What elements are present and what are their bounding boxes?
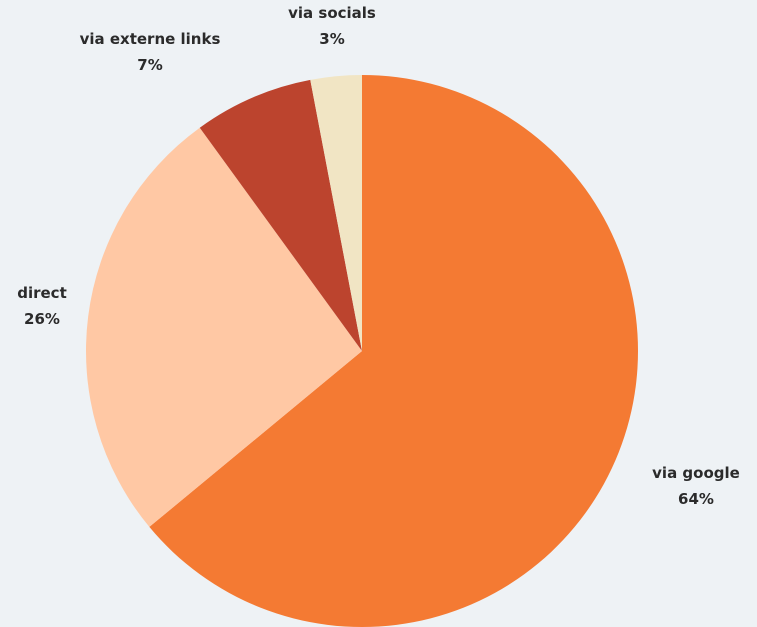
slice-label-via-externe-links: via externe links bbox=[80, 30, 221, 48]
slice-value-direct: 26% bbox=[24, 310, 60, 328]
pie-slice-via-google bbox=[149, 75, 639, 627]
slice-value-via-externe-links: 7% bbox=[137, 56, 162, 74]
slice-value-via-google: 64% bbox=[678, 490, 714, 508]
slice-value-via-socials: 3% bbox=[319, 30, 344, 48]
slice-label-via-google: via google bbox=[652, 464, 740, 482]
pie-slice-via-externe-links bbox=[199, 79, 362, 351]
slice-label-direct: direct bbox=[17, 284, 67, 302]
pie-slice-via-socials bbox=[310, 75, 362, 351]
pie-slices bbox=[85, 75, 639, 627]
pie-labels: via google 64% direct 26% via externe links 7… bbox=[17, 4, 740, 508]
slice-label-via-socials: via socials bbox=[288, 4, 376, 22]
pie-slice-direct bbox=[85, 127, 363, 527]
